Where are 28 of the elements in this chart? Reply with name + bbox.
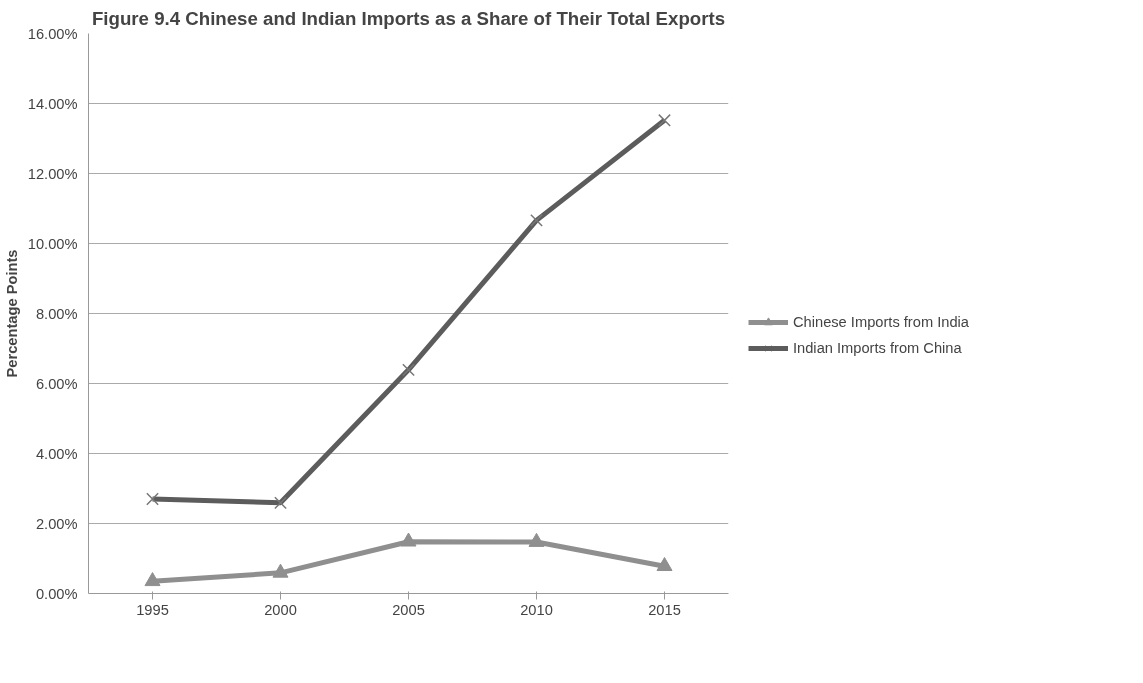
- point: [400, 532, 417, 547]
- chart-title: Figure 9.4 Chinese and Indian Imports as a Share of Their Total Exports: [91, 7, 726, 29]
- x-tick-label: 2010: [520, 601, 553, 618]
- point: [656, 557, 673, 572]
- x-tick-label: 2005: [392, 601, 425, 618]
- point: [144, 572, 161, 587]
- point: [402, 363, 415, 377]
- legend-label: Indian Imports from China: [793, 339, 962, 356]
- y-tick-label: 16.00%: [27, 25, 78, 42]
- x-tick-label: 2015: [648, 601, 681, 618]
- point: [530, 213, 543, 227]
- point: [272, 563, 289, 578]
- y-tick-label: 6.00%: [35, 375, 78, 392]
- point: [658, 113, 671, 127]
- x-tick-label: 2000: [264, 601, 297, 618]
- y-axis-title: Percentage Points: [3, 249, 20, 378]
- y-tick-label: 14.00%: [27, 95, 78, 112]
- point: [146, 492, 159, 506]
- y-tick-label: 0.00%: [35, 585, 78, 602]
- y-tick-label: 4.00%: [35, 445, 78, 462]
- y-tick-label: 10.00%: [27, 235, 78, 252]
- x-tick-label: 1995: [136, 601, 169, 618]
- point: [528, 532, 545, 547]
- y-tick-label: 8.00%: [35, 305, 78, 322]
- legend-label: Chinese Imports from India: [793, 313, 969, 330]
- y-tick-label: 2.00%: [35, 515, 78, 532]
- point: [274, 496, 287, 510]
- y-tick-label: 12.00%: [27, 165, 78, 182]
